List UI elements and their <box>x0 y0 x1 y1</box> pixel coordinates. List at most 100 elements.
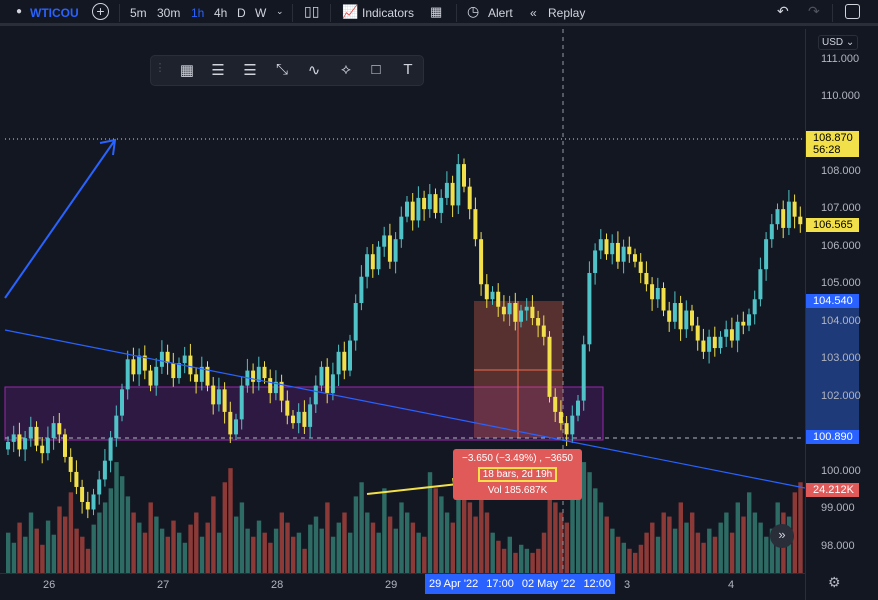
volume-bar <box>353 496 359 573</box>
candle <box>313 385 318 405</box>
range-end-time: 12:00 <box>583 578 611 590</box>
volume-bar <box>581 462 587 573</box>
rectangle-icon[interactable]: □ <box>371 61 381 78</box>
grid-icon[interactable]: ▦ <box>179 62 195 79</box>
volume-bar <box>211 496 216 573</box>
scroll-to-realtime-button[interactable]: » <box>770 524 794 548</box>
settings-gear-icon[interactable]: ⚙ <box>828 574 841 590</box>
candle <box>593 250 598 273</box>
candle <box>376 246 381 270</box>
candle <box>188 355 193 375</box>
currency-select[interactable]: USD ⌄ <box>818 35 859 50</box>
trend-line[interactable] <box>4 329 805 489</box>
candle <box>382 235 387 247</box>
volume-bar <box>450 522 455 573</box>
volume-bar <box>142 532 148 573</box>
volume-bar <box>541 532 547 573</box>
interval-w[interactable]: W <box>255 6 267 20</box>
price-label: 102.000 <box>821 390 861 402</box>
fib-icon[interactable]: ☰ <box>211 62 225 79</box>
volume-bar <box>764 536 769 573</box>
volume-bar <box>273 528 279 573</box>
time-label: 3 <box>624 579 631 591</box>
candle <box>530 306 535 319</box>
fullscreen-icon[interactable] <box>845 4 860 19</box>
layouts-icon[interactable]: ▦ <box>430 4 443 19</box>
candle <box>496 291 501 307</box>
candle <box>336 351 341 375</box>
candle <box>684 310 689 330</box>
volume-bar <box>296 532 302 573</box>
volume-bar <box>564 522 569 573</box>
volume-bar <box>40 544 45 573</box>
candle <box>159 351 164 367</box>
candle <box>519 310 523 322</box>
volume-bar <box>547 492 552 573</box>
price-axis[interactable]: USD ⌄ 111.000 110.000 108.000 107.000 10… <box>805 29 878 600</box>
volume-bar <box>336 522 341 573</box>
time-axis[interactable]: 26 27 28 29 3 4 29 Apr '22 17:00 02 May … <box>0 573 805 600</box>
volume-bar <box>718 522 723 573</box>
add-symbol-icon[interactable]: + <box>92 3 109 20</box>
volume-bar <box>365 512 370 573</box>
candle <box>615 242 620 262</box>
replay-icon[interactable]: « <box>530 6 537 20</box>
arrow-line[interactable] <box>4 139 116 299</box>
undo-icon[interactable]: ↶ <box>777 3 789 19</box>
volume-bar <box>74 528 79 573</box>
interval-d[interactable]: D <box>237 6 246 20</box>
candle <box>222 389 227 412</box>
candle <box>479 239 484 285</box>
indicators-icon[interactable]: 📈 <box>342 4 359 19</box>
volume-bar <box>45 520 51 573</box>
volume-bar <box>672 528 678 573</box>
indicators-button[interactable]: Indicators <box>362 6 415 20</box>
interval-1h[interactable]: 1h <box>191 6 205 20</box>
drag-handle-icon[interactable]: ⋮ <box>154 62 166 74</box>
candles-icon[interactable]: ▯▯ <box>304 3 320 19</box>
path-icon[interactable]: ∿ <box>307 62 321 79</box>
alarm-clock-icon[interactable]: ◷ <box>467 3 480 19</box>
volume-bar <box>570 476 575 573</box>
chevron-down-icon[interactable]: ⌄ <box>276 6 284 16</box>
interval-5m[interactable]: 5m <box>130 6 147 20</box>
volume-bar <box>479 482 484 573</box>
candle <box>302 411 307 427</box>
candle <box>524 306 529 311</box>
range-high-badge: 104.540 <box>806 294 859 308</box>
interval-4h[interactable]: 4h <box>214 6 228 20</box>
volume-bar <box>23 536 28 573</box>
candle <box>775 209 780 225</box>
candle <box>228 411 233 435</box>
parallel-channel-icon[interactable]: ☰ <box>243 62 257 79</box>
volume-bar <box>97 512 102 573</box>
candle <box>251 370 256 382</box>
volume-bar <box>724 512 729 573</box>
volume-bars <box>6 452 803 573</box>
range-start-time: 17:00 <box>486 578 514 590</box>
volume-bar <box>456 462 461 573</box>
volume-bar <box>712 536 718 573</box>
price-chart[interactable] <box>0 29 805 573</box>
replay-button[interactable]: Replay <box>548 6 586 20</box>
volume-bar <box>433 488 438 573</box>
volume-bar <box>667 516 672 573</box>
candle <box>701 340 706 352</box>
volume-bar <box>707 528 712 573</box>
candle <box>23 438 28 450</box>
vertical-line-icon[interactable]: ⟡ <box>341 61 351 78</box>
candle <box>439 197 444 213</box>
text-icon[interactable]: T <box>403 61 413 78</box>
callout-arrow[interactable] <box>366 483 459 495</box>
volume-bar <box>627 548 632 573</box>
time-label: 27 <box>157 579 170 591</box>
symbol-button[interactable]: WTICOU <box>30 6 79 20</box>
volume-bar <box>558 512 564 573</box>
candle <box>650 284 655 300</box>
alert-button[interactable]: Alert <box>488 6 513 20</box>
redo-icon[interactable]: ↷ <box>808 3 820 19</box>
volume-bar <box>359 482 364 573</box>
trend-line-icon[interactable]: ⤡ <box>275 61 288 78</box>
candle <box>80 486 85 502</box>
interval-30m[interactable]: 30m <box>157 6 181 20</box>
